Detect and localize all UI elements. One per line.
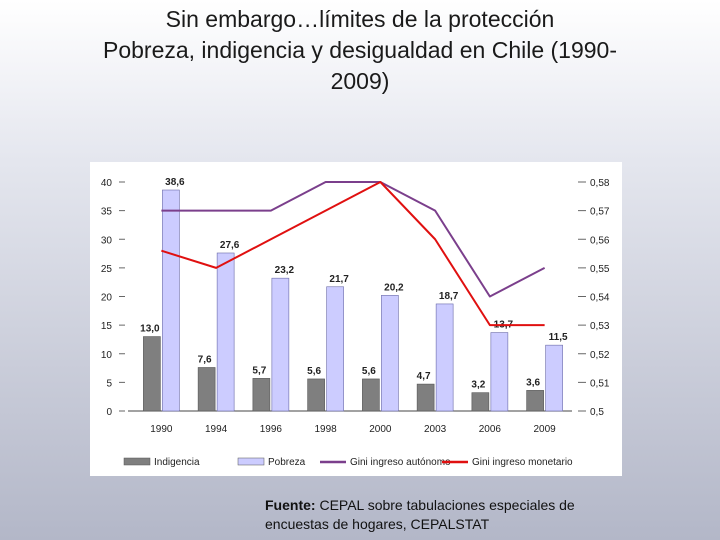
bar-indigencia <box>526 390 544 412</box>
legend-swatch <box>123 457 151 466</box>
y-left-tick-label: 0 <box>106 407 112 418</box>
y-right-tick-label: 0,58 <box>590 178 610 189</box>
data-label-indigencia: 5,6 <box>307 366 321 377</box>
title-line-1: Sin embargo…límites de la protección <box>165 6 555 32</box>
chart: 0 5 10 15 20 25 30 35 40 0,5 0,51 0,52 0,53 0,54 0,55 0… <box>101 177 610 468</box>
data-label-indigencia: 3,2 <box>471 380 485 391</box>
data-label-pobreza: 38,6 <box>165 177 185 188</box>
legend-label: Indigencia <box>154 457 200 468</box>
bar-indigencia <box>252 378 271 412</box>
data-label-pobreza: 20,2 <box>384 282 404 293</box>
y-left-tick-label: 40 <box>101 178 113 189</box>
y-right-tick-label: 0,52 <box>590 350 610 361</box>
bar-indigencia <box>416 383 435 412</box>
x-tick-label: 2003 <box>424 424 447 435</box>
x-tick-label: 1990 <box>150 424 173 435</box>
data-label-indigencia: 7,6 <box>198 354 212 365</box>
bar-indigencia <box>197 367 216 412</box>
y-right-tick-label: 0,5 <box>590 407 604 418</box>
legend-label: Pobreza <box>268 457 306 468</box>
x-tick-label: 2000 <box>369 424 392 435</box>
y-right-tick-label: 0,51 <box>590 378 610 389</box>
y-left-tick-label: 10 <box>101 350 113 361</box>
y-left-tick-label: 35 <box>101 207 113 218</box>
bar-pobreza <box>162 189 180 412</box>
y-right-tick-label: 0,54 <box>590 293 610 304</box>
y-left-tick-label: 30 <box>101 235 113 246</box>
y-left-tick-label: 5 <box>106 378 112 389</box>
bar-pobreza <box>326 286 344 412</box>
data-label-indigencia: 13,0 <box>140 324 160 335</box>
data-label-pobreza: 23,2 <box>275 265 295 276</box>
data-label-indigencia: 5,6 <box>362 366 376 377</box>
data-label-pobreza: 18,7 <box>439 291 459 302</box>
source-text-line2: encuestas de hogares, CEPALSTAT <box>265 516 490 532</box>
x-tick-label: 1996 <box>260 424 283 435</box>
y-right-tick-label: 0,57 <box>590 207 610 218</box>
data-label-indigencia: 3,6 <box>526 377 540 388</box>
y-right-tick-label: 0,55 <box>590 264 610 275</box>
bar-pobreza <box>490 332 509 412</box>
bar-indigencia <box>362 378 380 412</box>
bar-pobreza <box>271 277 290 412</box>
chart-panel: 0 5 10 15 20 25 30 35 40 0,5 0,51 0,52 0,53 0,54 0,55 0… <box>90 162 622 476</box>
legend-label: Gini ingreso autónomo <box>350 457 451 468</box>
data-label-indigencia: 4,7 <box>417 371 431 382</box>
bar-indigencia <box>471 392 490 412</box>
bar-indigencia <box>307 378 325 412</box>
bar-pobreza <box>216 252 235 412</box>
line-gini-autonomo <box>161 181 546 298</box>
y-left-tick-label: 25 <box>101 264 113 275</box>
y-left-tick-label: 15 <box>101 321 113 332</box>
data-label-pobreza: 11,5 <box>549 332 568 343</box>
source-label: Fuente: <box>265 497 316 513</box>
title-line-3: 2009) <box>330 68 390 94</box>
y-right-tick-label: 0,56 <box>590 235 610 246</box>
title-line-2: Pobreza, indigencia y desigualdad en Chi… <box>102 37 617 63</box>
x-tick-label: 2009 <box>534 424 557 435</box>
x-tick-label: 1994 <box>205 424 228 435</box>
bar-indigencia <box>143 336 161 412</box>
data-label-indigencia: 5,7 <box>252 365 266 376</box>
bar-pobreza <box>545 344 563 412</box>
source-text: CEPAL sobre tabulaciones especiales de <box>315 497 575 513</box>
data-label-pobreza: 27,6 <box>220 240 240 251</box>
slide-title: Sin embargo…límites de la protección Pob… <box>20 4 700 97</box>
line-gini-monetario <box>161 181 545 327</box>
legend-swatch <box>237 457 265 466</box>
y-left-tick-label: 20 <box>101 293 113 304</box>
bar-pobreza <box>381 295 399 412</box>
legend-label: Gini ingreso monetario <box>472 457 573 468</box>
data-label-pobreza: 21,7 <box>329 274 349 285</box>
y-right-tick-label: 0,53 <box>590 321 610 332</box>
source-note: Fuente: CEPAL sobre tabulaciones especia… <box>265 496 665 534</box>
x-tick-label: 2006 <box>479 424 502 435</box>
bar-pobreza <box>435 303 454 412</box>
x-tick-label: 1998 <box>315 424 338 435</box>
